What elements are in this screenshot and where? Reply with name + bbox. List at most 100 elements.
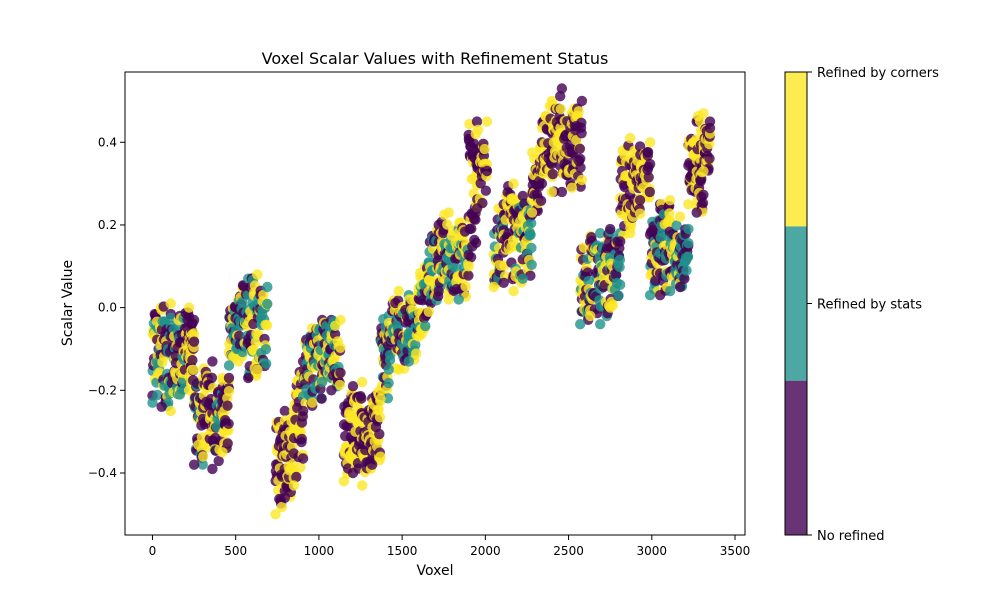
data-point	[698, 166, 709, 177]
data-point	[383, 377, 394, 389]
data-point	[575, 153, 586, 164]
data-point	[643, 172, 654, 183]
plot-frame	[124, 71, 746, 536]
data-point	[575, 162, 586, 173]
data-point	[187, 355, 198, 366]
y-axis-label: Scalar Value	[60, 260, 76, 346]
data-point	[393, 285, 404, 297]
data-point	[526, 207, 538, 218]
data-point	[536, 178, 548, 189]
data-point	[613, 290, 624, 301]
data-point	[206, 372, 218, 383]
data-point	[338, 476, 350, 487]
data-point	[367, 459, 378, 470]
data-point	[183, 302, 195, 313]
data-point	[222, 400, 233, 411]
x-tick-label: 0	[149, 544, 157, 558]
data-point	[423, 306, 434, 317]
data-point	[615, 279, 626, 290]
x-tick-label: 2500	[553, 544, 584, 558]
data-point	[382, 393, 394, 404]
data-point	[576, 174, 588, 186]
data-point	[316, 393, 327, 404]
x-axis-ticks: 0 500 1000 1500 2000 2500 3000 3500	[149, 535, 751, 558]
data-point	[443, 207, 454, 218]
data-point	[207, 463, 218, 475]
data-point	[296, 433, 307, 445]
data-point	[213, 455, 224, 467]
data-point	[334, 379, 345, 391]
data-point	[147, 397, 158, 408]
data-point	[634, 208, 646, 219]
data-point	[674, 281, 686, 293]
data-point	[576, 95, 588, 107]
data-point	[174, 389, 186, 400]
data-point	[375, 393, 386, 404]
data-point	[357, 376, 368, 388]
colorbar-segment	[785, 226, 807, 381]
data-point	[335, 342, 346, 353]
data-point	[403, 356, 414, 367]
data-point	[535, 195, 547, 206]
data-point	[517, 273, 528, 284]
data-point	[262, 298, 273, 310]
data-point	[188, 336, 200, 347]
data-point	[470, 237, 482, 248]
data-point	[611, 269, 622, 281]
x-tick-label: 3500	[720, 544, 751, 558]
data-point	[473, 124, 484, 135]
data-point	[526, 242, 537, 254]
colorbar-segment	[785, 72, 807, 227]
data-point	[642, 147, 654, 158]
data-points-layer	[147, 83, 716, 520]
point-cluster	[326, 314, 346, 396]
data-point	[188, 459, 200, 470]
data-point	[411, 348, 422, 359]
data-point	[682, 251, 694, 263]
data-point	[347, 381, 359, 392]
data-point	[261, 320, 273, 331]
data-point	[683, 199, 694, 210]
data-point	[223, 360, 235, 371]
data-point	[165, 298, 176, 309]
data-point	[252, 364, 263, 375]
data-point	[671, 220, 682, 231]
data-point	[288, 480, 300, 491]
data-point	[465, 252, 477, 263]
data-point	[480, 185, 492, 196]
data-point	[566, 182, 578, 193]
data-point	[625, 132, 636, 144]
colorbar-label: Refined by corners	[817, 66, 939, 81]
data-point	[165, 405, 176, 417]
data-point	[576, 117, 587, 128]
data-point	[279, 405, 290, 417]
data-point	[674, 211, 686, 222]
data-point	[291, 471, 302, 483]
data-point	[188, 364, 199, 375]
data-point	[258, 289, 269, 301]
data-point	[198, 451, 209, 462]
data-point	[460, 281, 471, 292]
colorbar: No refined Refined by stats Refined by cor…	[784, 66, 939, 544]
data-point	[451, 262, 462, 273]
data-point	[252, 269, 263, 280]
data-point	[681, 265, 692, 276]
x-axis-label: Voxel	[417, 563, 454, 579]
data-point	[453, 294, 464, 305]
data-point	[479, 143, 490, 155]
x-tick-label: 1000	[304, 544, 335, 558]
data-point	[262, 281, 273, 293]
data-point	[383, 364, 394, 375]
data-point	[615, 236, 626, 247]
data-point	[526, 259, 537, 270]
data-point	[261, 358, 272, 369]
data-point	[156, 401, 167, 412]
colorbar-label: No refined	[817, 529, 885, 544]
data-point	[375, 451, 386, 462]
data-point	[694, 116, 706, 127]
data-point	[237, 296, 248, 308]
data-point	[287, 459, 298, 470]
data-point	[317, 376, 328, 388]
y-tick-label: −0.4	[88, 466, 117, 480]
